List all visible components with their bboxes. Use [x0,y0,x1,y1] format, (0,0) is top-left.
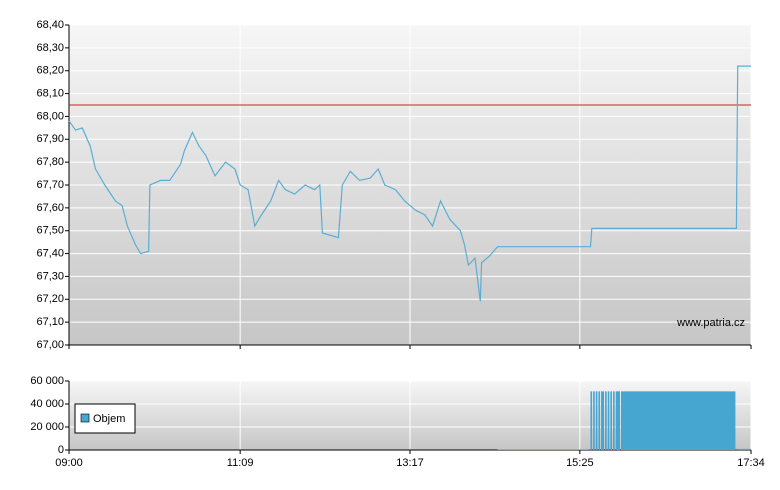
volume-bar [620,391,736,450]
volume-bar [736,448,751,450]
y-tick-label: 20 000 [30,421,64,433]
y-tick-label: 67,60 [36,202,64,214]
x-tick-label: 09:00 [55,457,83,469]
volume-bar [497,449,590,450]
x-tick-label: 11:09 [227,457,254,469]
y-tick-label: 68,30 [36,42,64,54]
y-tick-label: 67,10 [36,316,64,328]
volume-bar [590,391,593,450]
y-tick-label: 67,50 [36,225,64,237]
y-tick-label: 68,20 [36,65,64,77]
x-tick-label: 15:25 [566,457,594,469]
volume-bar [615,391,620,450]
watermark: www.patria.cz [676,317,745,329]
volume-bar [610,391,613,450]
volume-bar [605,391,607,450]
legend-swatch [80,413,90,423]
volume-bar [613,391,615,450]
y-tick-label: 40 000 [30,398,64,410]
y-tick-label: 0 [58,444,64,456]
volume-bar [607,391,610,450]
legend-label: Objem [93,413,125,425]
y-tick-label: 68,40 [36,19,64,31]
y-tick-label: 67,70 [36,179,64,191]
volume-bar [593,391,595,450]
y-tick-label: 60 000 [30,375,64,387]
price-line [68,65,751,302]
y-tick-label: 67,00 [36,339,64,351]
volume-bar [601,391,605,450]
y-tick-label: 68,00 [36,110,64,122]
y-tick-label: 68,10 [36,87,64,99]
y-tick-label: 67,40 [36,247,64,259]
y-tick-label: 67,20 [36,293,64,305]
y-tick-label: 67,90 [36,133,64,145]
volume-bar [595,391,598,450]
y-tick-label: 67,80 [36,156,64,168]
x-tick-label: 17:34 [737,457,765,469]
x-tick-label: 13:17 [396,457,424,469]
y-tick-label: 67,30 [36,270,64,282]
volume-bar [598,391,601,450]
